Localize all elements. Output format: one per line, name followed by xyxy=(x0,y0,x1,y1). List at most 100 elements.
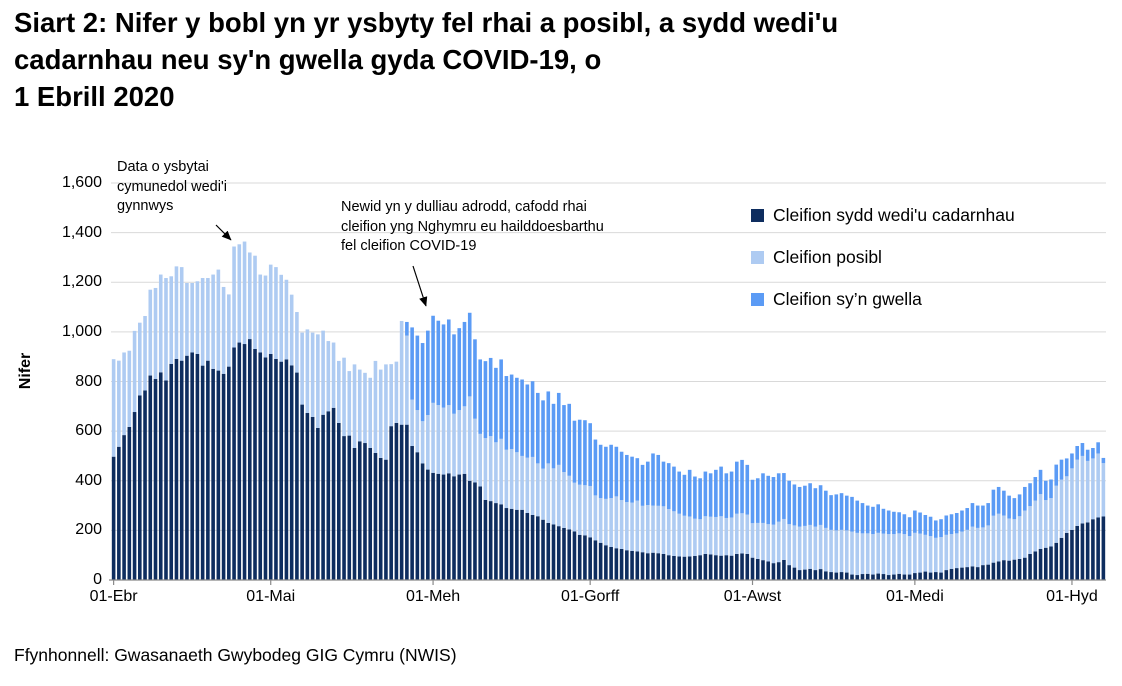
bar-segment-confirmed xyxy=(415,452,420,580)
bar-segment-recovering xyxy=(572,420,577,483)
bar-segment-recovering xyxy=(965,508,970,530)
bar-segment-possible xyxy=(1085,460,1090,523)
legend-swatch-icon xyxy=(751,292,764,306)
bar-segment-confirmed xyxy=(892,574,896,580)
bar-segment-possible xyxy=(625,502,629,551)
bar-segment-confirmed xyxy=(813,570,818,580)
bar-segment-recovering xyxy=(714,469,718,517)
bar-segment-possible xyxy=(588,485,592,538)
bar-segment-confirmed xyxy=(918,572,922,580)
bar-segment-recovering xyxy=(598,444,603,499)
bar-segment-confirmed xyxy=(525,513,530,580)
bar-segment-recovering xyxy=(876,504,880,533)
bar-segment-recovering xyxy=(677,471,681,514)
bar-segment-possible xyxy=(394,361,399,423)
y-axis-tick-label: 0 xyxy=(93,571,102,588)
bar-segment-possible xyxy=(420,421,425,464)
bar-segment-possible xyxy=(515,452,519,510)
bar-segment-possible xyxy=(797,526,802,571)
bar-segment-possible xyxy=(326,341,331,412)
bar-segment-confirmed xyxy=(661,553,666,580)
bar-segment-recovering xyxy=(897,512,901,534)
bar-segment-recovering xyxy=(860,503,865,534)
bar-segment-confirmed xyxy=(928,572,933,580)
bar-segment-possible xyxy=(237,244,242,343)
x-axis-tick-label: 01-Gorff xyxy=(560,588,620,605)
bar-segment-possible xyxy=(954,533,959,569)
bar-segment-possible xyxy=(787,524,791,566)
bar-segment-confirmed xyxy=(719,555,723,580)
bar-segment-possible xyxy=(651,505,655,553)
bar-segment-possible xyxy=(499,438,503,505)
bar-segment-confirmed xyxy=(986,564,990,580)
bar-segment-possible xyxy=(729,517,734,556)
bar-segment-confirmed xyxy=(536,516,540,580)
bar-segment-possible xyxy=(164,278,168,381)
bar-segment-possible xyxy=(803,525,807,570)
bar-segment-possible xyxy=(981,527,985,566)
bar-segment-possible xyxy=(640,505,645,553)
bar-segment-possible xyxy=(153,287,158,380)
bar-segment-possible xyxy=(174,266,179,359)
bar-segment-possible xyxy=(342,357,346,437)
bar-segment-confirmed xyxy=(227,366,231,580)
bar-segment-possible xyxy=(724,517,729,556)
bar-segment-possible xyxy=(111,359,116,457)
bar-segment-confirmed xyxy=(200,365,205,580)
bar-segment-possible xyxy=(190,282,194,353)
bar-segment-confirmed xyxy=(279,361,283,580)
bar-segment-confirmed xyxy=(164,380,168,580)
bar-segment-recovering xyxy=(850,496,854,532)
legend-item: Cleifion sydd wedi'u cadarnhau xyxy=(751,194,1015,236)
bar-segment-confirmed xyxy=(865,573,870,580)
y-axis-tick-label: 1,200 xyxy=(61,273,102,291)
bar-segment-possible xyxy=(1049,498,1053,547)
bar-segment-recovering xyxy=(724,473,729,518)
bar-segment-confirmed xyxy=(635,551,640,580)
bar-segment-confirmed xyxy=(148,375,153,580)
bar-segment-recovering xyxy=(577,419,582,485)
bar-segment-possible xyxy=(504,449,509,509)
bar-segment-confirmed xyxy=(645,553,650,580)
bar-segment-recovering xyxy=(1085,449,1090,461)
bar-segment-possible xyxy=(577,484,582,535)
bar-segment-possible xyxy=(666,509,671,556)
bar-segment-recovering xyxy=(1023,486,1027,511)
bar-segment-possible xyxy=(703,516,708,554)
bar-segment-confirmed xyxy=(520,509,524,580)
bar-segment-recovering xyxy=(818,485,823,525)
bar-segment-confirmed xyxy=(776,562,781,580)
bar-segment-possible xyxy=(776,521,781,563)
bar-segment-possible xyxy=(844,530,849,573)
bar-segment-possible xyxy=(1038,494,1043,549)
bar-segment-confirmed xyxy=(1023,557,1027,580)
bar-segment-recovering xyxy=(473,339,477,419)
bar-segment-confirmed xyxy=(185,355,189,580)
bar-segment-possible xyxy=(363,372,367,444)
bar-segment-recovering xyxy=(902,514,907,535)
bar-segment-confirmed xyxy=(342,436,346,580)
bar-segment-recovering xyxy=(682,474,687,516)
bar-segment-confirmed xyxy=(405,424,409,580)
bar-segment-recovering xyxy=(892,511,896,535)
legend-label: Cleifion sy’n gwella xyxy=(773,288,922,309)
bar-segment-confirmed xyxy=(441,474,446,580)
annotation-arrow-reporting-change xyxy=(412,265,428,307)
bar-segment-possible xyxy=(179,267,184,361)
bar-segment-confirmed xyxy=(593,540,598,580)
bar-segment-confirmed xyxy=(295,372,299,580)
bar-segment-recovering xyxy=(766,475,771,525)
bar-segment-recovering xyxy=(546,391,551,464)
bar-segment-confirmed xyxy=(242,344,247,580)
bar-segment-recovering xyxy=(708,473,713,517)
bar-segment-confirmed xyxy=(991,562,996,580)
bar-segment-recovering xyxy=(839,493,844,530)
bar-segment-recovering xyxy=(562,405,566,473)
bar-segment-possible xyxy=(928,536,933,573)
y-axis-tick-label: 200 xyxy=(75,521,102,539)
bar-segment-recovering xyxy=(614,446,619,497)
bar-segment-confirmed xyxy=(677,556,681,580)
bar-segment-possible xyxy=(598,498,603,543)
bar-segment-confirmed xyxy=(436,473,441,580)
bar-segment-confirmed xyxy=(939,572,943,580)
